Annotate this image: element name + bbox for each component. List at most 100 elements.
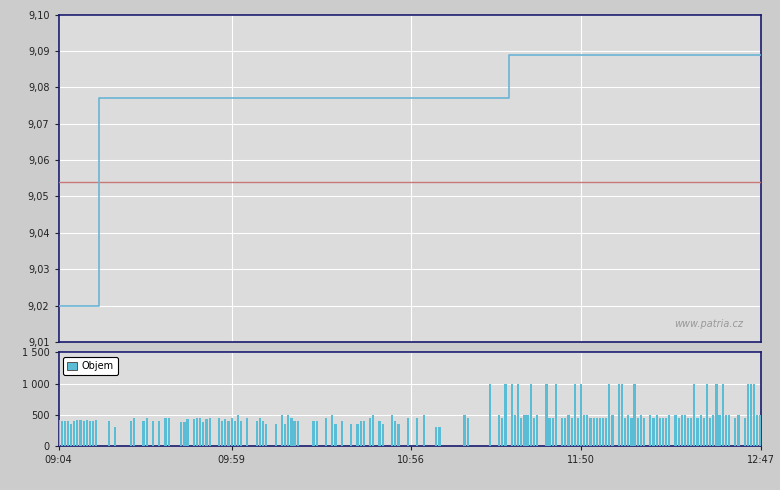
- Bar: [643, 418, 645, 446]
- Bar: [70, 424, 73, 446]
- Bar: [517, 384, 519, 446]
- Bar: [668, 415, 670, 446]
- Bar: [746, 384, 749, 446]
- Bar: [466, 418, 469, 446]
- Bar: [80, 420, 82, 446]
- Bar: [658, 418, 661, 446]
- Bar: [587, 415, 588, 446]
- Bar: [564, 418, 566, 446]
- Bar: [89, 421, 91, 446]
- Bar: [259, 418, 261, 446]
- Bar: [722, 384, 724, 446]
- Bar: [712, 415, 714, 446]
- Bar: [593, 418, 595, 446]
- Bar: [548, 418, 551, 446]
- Bar: [281, 415, 283, 446]
- Bar: [114, 427, 116, 446]
- Bar: [753, 384, 755, 446]
- Bar: [133, 418, 135, 446]
- Bar: [407, 418, 409, 446]
- Bar: [61, 421, 62, 446]
- Bar: [700, 415, 702, 446]
- Bar: [256, 421, 258, 446]
- Bar: [675, 415, 676, 446]
- Bar: [350, 424, 353, 446]
- Bar: [693, 384, 696, 446]
- Bar: [684, 415, 686, 446]
- Bar: [228, 421, 229, 446]
- Bar: [381, 424, 384, 446]
- Bar: [378, 421, 381, 446]
- Bar: [183, 422, 186, 446]
- Bar: [335, 424, 337, 446]
- Bar: [224, 419, 226, 446]
- Bar: [275, 424, 277, 446]
- Bar: [690, 418, 693, 446]
- Bar: [158, 421, 161, 446]
- Bar: [551, 418, 554, 446]
- Bar: [240, 421, 242, 446]
- Bar: [95, 420, 98, 446]
- Bar: [715, 384, 718, 446]
- Bar: [489, 384, 491, 446]
- Bar: [605, 418, 608, 446]
- Bar: [363, 421, 365, 446]
- Bar: [608, 384, 611, 446]
- Bar: [725, 415, 727, 446]
- Bar: [580, 384, 582, 446]
- Bar: [737, 415, 739, 446]
- Bar: [221, 421, 223, 446]
- Bar: [237, 415, 239, 446]
- Bar: [590, 418, 591, 446]
- Bar: [165, 418, 167, 446]
- Bar: [612, 415, 614, 446]
- Bar: [583, 415, 585, 446]
- Bar: [718, 415, 721, 446]
- Bar: [627, 415, 629, 446]
- Bar: [760, 415, 761, 446]
- Bar: [417, 418, 419, 446]
- Bar: [743, 418, 746, 446]
- Bar: [728, 415, 730, 446]
- Bar: [199, 418, 201, 446]
- Bar: [287, 415, 289, 446]
- Bar: [180, 422, 183, 446]
- Bar: [208, 418, 211, 446]
- Bar: [168, 418, 170, 446]
- Bar: [630, 418, 633, 446]
- Bar: [369, 418, 371, 446]
- Bar: [545, 384, 548, 446]
- Bar: [86, 420, 88, 446]
- Bar: [372, 415, 374, 446]
- Bar: [234, 421, 236, 446]
- Bar: [231, 418, 232, 446]
- Bar: [152, 421, 154, 446]
- Bar: [108, 421, 110, 446]
- Bar: [391, 415, 393, 446]
- Bar: [757, 415, 758, 446]
- Bar: [530, 384, 532, 446]
- Bar: [83, 421, 85, 446]
- Bar: [290, 418, 292, 446]
- Bar: [661, 418, 664, 446]
- Bar: [129, 421, 132, 446]
- Bar: [423, 415, 425, 446]
- Bar: [618, 384, 620, 446]
- Bar: [703, 418, 705, 446]
- Bar: [76, 420, 79, 446]
- Bar: [681, 415, 683, 446]
- Bar: [570, 418, 573, 446]
- Bar: [193, 419, 195, 446]
- Bar: [246, 418, 249, 446]
- Bar: [573, 384, 576, 446]
- Bar: [341, 421, 343, 446]
- Legend: Objem: Objem: [63, 357, 118, 375]
- Bar: [505, 384, 507, 446]
- Bar: [511, 384, 513, 446]
- Bar: [332, 415, 334, 446]
- Bar: [312, 421, 314, 446]
- Bar: [262, 421, 264, 446]
- Bar: [196, 418, 198, 446]
- Bar: [636, 418, 639, 446]
- Bar: [514, 415, 516, 446]
